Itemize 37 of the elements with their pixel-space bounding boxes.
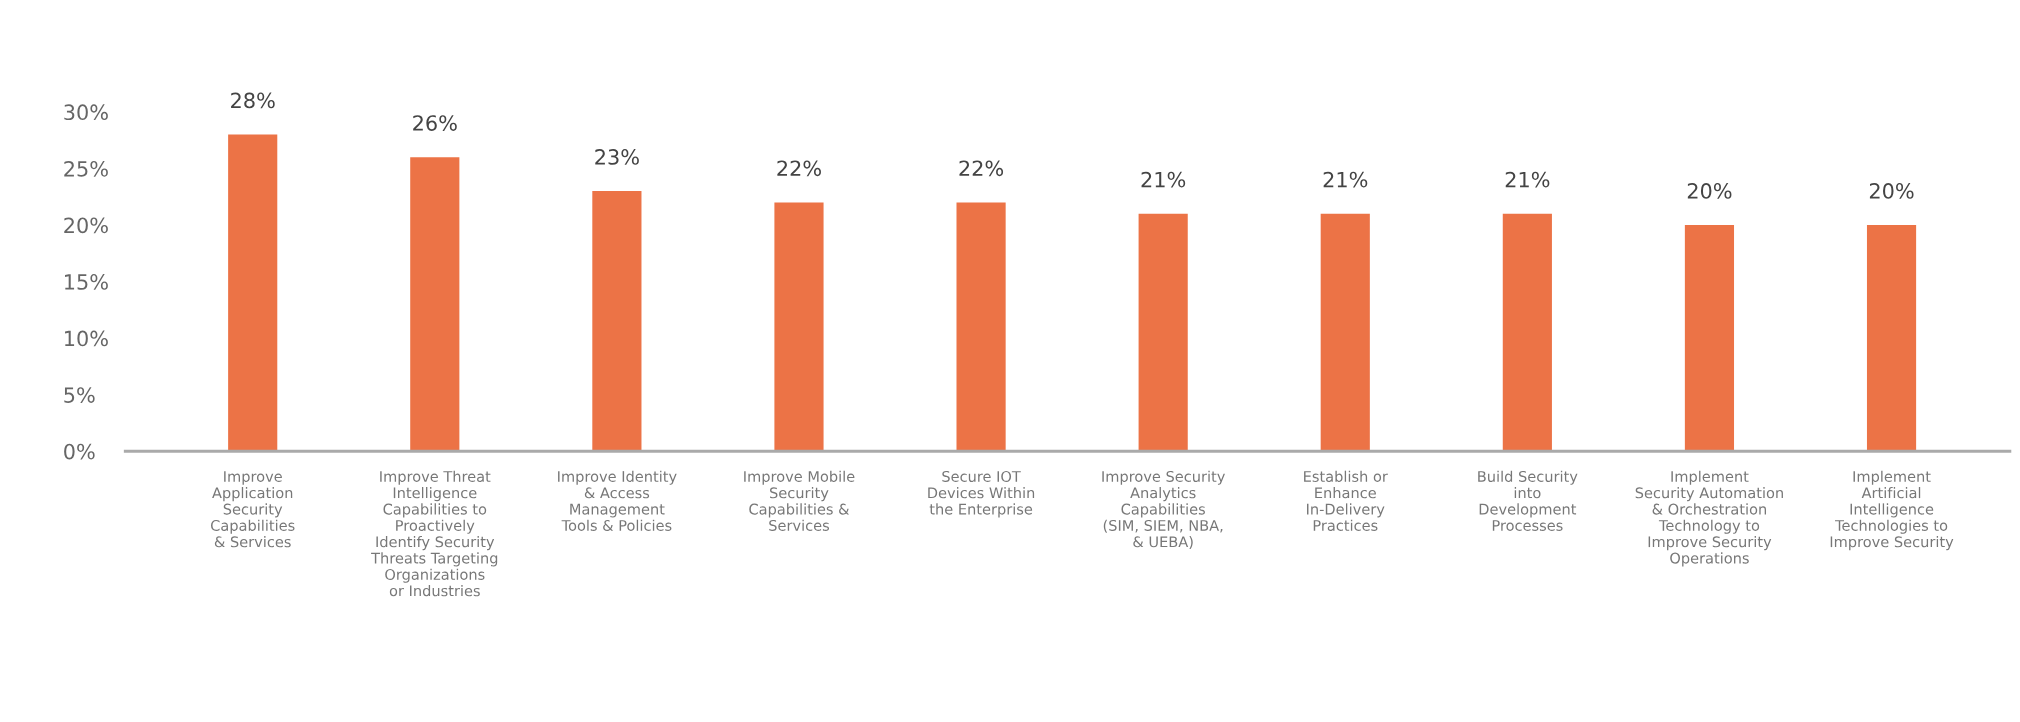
data-label: 21% bbox=[1141, 171, 1186, 188]
bar bbox=[592, 191, 642, 452]
bar bbox=[410, 157, 460, 452]
data-label: 20% bbox=[1687, 183, 1732, 199]
data-label: 23% bbox=[595, 149, 639, 165]
bar bbox=[1684, 225, 1735, 452]
bar bbox=[956, 202, 1006, 452]
y-tick-label: 20% bbox=[64, 217, 108, 234]
y-tick-label: 0% bbox=[64, 443, 95, 460]
x-tick-label: Secure IOT Devices Within the Enterprise bbox=[928, 470, 1035, 518]
bar bbox=[228, 134, 278, 452]
bar bbox=[1502, 213, 1552, 452]
x-tick-label: Improve Security Analytics Capabilities (SIM, SIEM, NBA, & UEBA) bbox=[1102, 470, 1225, 550]
x-tick-label: Build Security into Development Processes bbox=[1478, 470, 1578, 531]
data-label: 20% bbox=[1869, 183, 1914, 199]
x-tick-label: Improve Application Security Capabilities & Services bbox=[210, 471, 295, 548]
x-tick-label: Improve Mobile Security Capabilities & Services bbox=[744, 470, 855, 531]
data-label: 22% bbox=[777, 160, 821, 177]
x-tick-label: Implement Artificial Intelligence Technologies to Improve Security bbox=[1830, 470, 1954, 551]
data-label: 26% bbox=[413, 115, 457, 131]
data-label: 28% bbox=[231, 92, 275, 109]
data-label: 21% bbox=[1323, 171, 1368, 188]
bar bbox=[774, 202, 824, 452]
y-tick-label: 25% bbox=[64, 160, 108, 177]
y-tick-label: 30% bbox=[64, 104, 108, 121]
x-tick-label: Improve Threat Intelligence Capabilities to Proactively Identify Security Threats Targeting Organizations or Industries bbox=[371, 470, 498, 597]
x-tick-label: Improve Identity & Access Management Tools & Policies bbox=[558, 470, 677, 531]
x-tick-label: Establish or Enhance In-Delivery Practices bbox=[1304, 470, 1388, 531]
bar bbox=[1320, 213, 1370, 452]
bar bbox=[1138, 213, 1188, 452]
y-tick-label: 5% bbox=[64, 387, 95, 403]
x-tick-label: Implement Security Automation & Orchestration Technology to Improve Security Operations bbox=[1635, 470, 1783, 567]
y-tick-label: 15% bbox=[65, 274, 108, 290]
data-label: 21% bbox=[1505, 171, 1550, 188]
data-label: 22% bbox=[959, 160, 1004, 177]
y-tick-label: 10% bbox=[65, 330, 108, 347]
bar bbox=[1866, 225, 1917, 452]
